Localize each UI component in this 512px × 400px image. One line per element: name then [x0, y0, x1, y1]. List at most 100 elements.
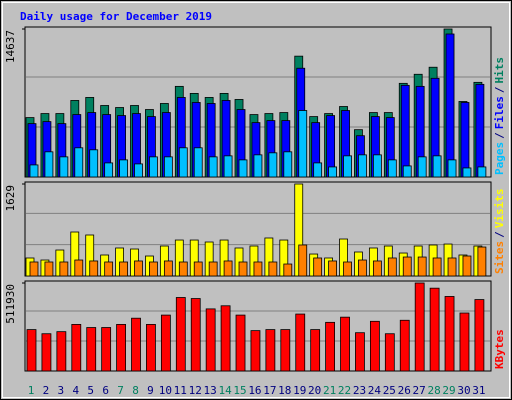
bar — [343, 261, 352, 277]
bar — [372, 260, 382, 277]
bar — [175, 297, 186, 372]
x-tick-label: 15 — [233, 384, 246, 397]
x-tick-label: 2 — [43, 384, 50, 397]
bar — [387, 257, 397, 277]
bar — [29, 164, 39, 178]
bar — [460, 102, 470, 178]
bar — [190, 298, 201, 372]
bar — [343, 155, 352, 178]
bar — [372, 154, 382, 178]
y-tick-label: 511930 — [4, 284, 17, 324]
x-tick-label: 30 — [457, 384, 470, 397]
bar — [414, 282, 425, 372]
x-tick-label: 3 — [58, 384, 65, 397]
bar — [417, 256, 427, 277]
bar — [459, 312, 470, 372]
bar — [328, 260, 338, 277]
bar — [41, 333, 52, 372]
x-tick-label: 17 — [263, 384, 276, 397]
bar — [104, 162, 114, 178]
bar — [283, 151, 293, 178]
x-tick-label: 21 — [323, 384, 336, 397]
bar — [355, 332, 365, 372]
legend: Pages / Files / Hits — [493, 57, 506, 175]
bar — [447, 159, 457, 178]
bar — [400, 84, 410, 178]
x-tick-label: 28 — [427, 384, 440, 397]
bar — [253, 261, 263, 277]
bar — [131, 317, 141, 372]
bar — [119, 261, 128, 277]
bar — [59, 261, 69, 277]
bar — [280, 329, 291, 372]
bar — [432, 155, 442, 178]
bar — [265, 329, 276, 372]
y-tick-label: 14637 — [4, 30, 17, 63]
legend: KBytes — [493, 329, 506, 369]
bar — [193, 261, 203, 277]
bar — [163, 156, 173, 178]
bar — [134, 260, 143, 277]
bar — [56, 331, 67, 372]
bar — [429, 287, 440, 372]
bar — [44, 151, 54, 178]
bar — [325, 321, 336, 372]
x-tick-label: 24 — [368, 384, 382, 397]
bar — [89, 260, 99, 277]
bar — [160, 314, 171, 372]
bar — [223, 260, 233, 277]
bar — [163, 260, 173, 277]
chart-title: Daily usage for December 2019 — [20, 10, 212, 23]
legend: Sites / Visits — [493, 189, 506, 275]
x-tick-label: 20 — [308, 384, 321, 397]
bar — [193, 147, 203, 178]
bar — [444, 296, 455, 372]
bar — [445, 33, 455, 178]
x-tick-label: 10 — [159, 384, 172, 397]
bar — [417, 156, 427, 178]
bar — [101, 327, 112, 372]
bar — [86, 327, 97, 372]
bar — [283, 263, 293, 277]
bar — [116, 324, 126, 372]
bar — [26, 329, 37, 372]
bar — [313, 162, 323, 178]
bar — [462, 167, 472, 178]
legend-entry: Files — [493, 96, 506, 129]
legend-separator: / — [493, 132, 506, 139]
x-tick-label: 7 — [117, 384, 124, 397]
x-tick-label: 12 — [189, 384, 202, 397]
bar — [223, 155, 233, 178]
bar — [208, 156, 218, 178]
legend-entry: KBytes — [493, 329, 506, 369]
bar — [134, 163, 143, 178]
bar — [477, 246, 487, 277]
y-tick-label: 1629 — [4, 185, 17, 212]
bar — [369, 320, 380, 372]
bar — [119, 159, 128, 178]
x-tick-label: 27 — [413, 384, 426, 397]
bar — [432, 257, 442, 277]
bar — [295, 313, 306, 372]
bar — [104, 261, 114, 277]
bar — [74, 259, 84, 277]
bar — [253, 154, 263, 178]
x-tick-label: 16 — [248, 384, 261, 397]
x-tick-label: 5 — [87, 384, 94, 397]
x-tick-label: 1 — [28, 384, 35, 397]
bar — [208, 261, 218, 277]
legend-separator: / — [493, 86, 506, 93]
bar — [205, 308, 216, 372]
bar — [268, 261, 278, 277]
bar — [149, 261, 158, 277]
bar — [29, 261, 39, 277]
bar — [402, 256, 412, 277]
x-tick-label: 25 — [383, 384, 396, 397]
bar — [59, 156, 69, 178]
bar — [462, 255, 472, 277]
bar — [178, 261, 188, 277]
x-tick-label: 18 — [278, 384, 291, 397]
bar — [328, 166, 338, 178]
